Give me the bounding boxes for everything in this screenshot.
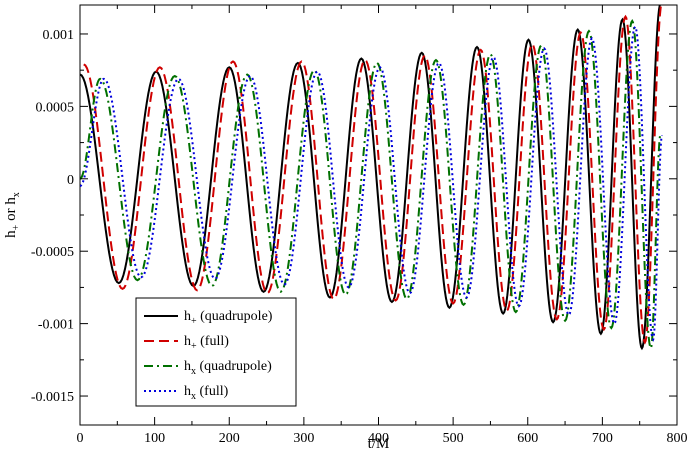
series-line-3 <box>80 24 663 342</box>
y-tick-label: -0.0015 <box>31 390 74 405</box>
x-tick-label: 700 <box>592 431 613 446</box>
y-tick-label: 0.0005 <box>36 100 75 115</box>
x-axis-title: t/M <box>368 436 390 452</box>
x-tick-label: 400 <box>368 431 389 446</box>
y-tick-label: -0.001 <box>38 318 74 333</box>
y-tick-label: 0 <box>67 173 74 188</box>
axis-ticks: 0 100 200 300 400 500 600 700 800 -0.0015 -0.001 -0… <box>31 5 688 446</box>
legend-entry-hx-quadrupole: hx (quadrupole) <box>184 359 272 377</box>
x-tick-label: 800 <box>667 431 688 446</box>
legend-entry-hplus-full: h+ (full) <box>184 334 229 352</box>
x-tick-label: 0 <box>77 431 84 446</box>
series-line-0 <box>80 5 661 351</box>
series-line-2 <box>80 19 662 351</box>
legend: h+ (quadrupole) h+ (full) hx (quadrupole… <box>135 297 297 407</box>
x-tick-label: 300 <box>293 431 314 446</box>
series-layer <box>80 5 663 351</box>
series-line-1 <box>83 5 663 345</box>
x-tick-label: 600 <box>517 431 538 446</box>
y-axis-title: h+ or hx <box>3 192 22 238</box>
x-tick-label: 100 <box>144 431 165 446</box>
legend-swatches <box>144 315 178 392</box>
legend-entry-hx-full: hx (full) <box>184 384 229 402</box>
y-tick-label: 0.001 <box>43 28 75 43</box>
x-tick-label: 200 <box>219 431 240 446</box>
legend-entry-hplus-quadrupole: h+ (quadrupole) <box>184 309 273 327</box>
x-tick-label: 500 <box>443 431 464 446</box>
y-tick-label: -0.0005 <box>31 245 74 260</box>
